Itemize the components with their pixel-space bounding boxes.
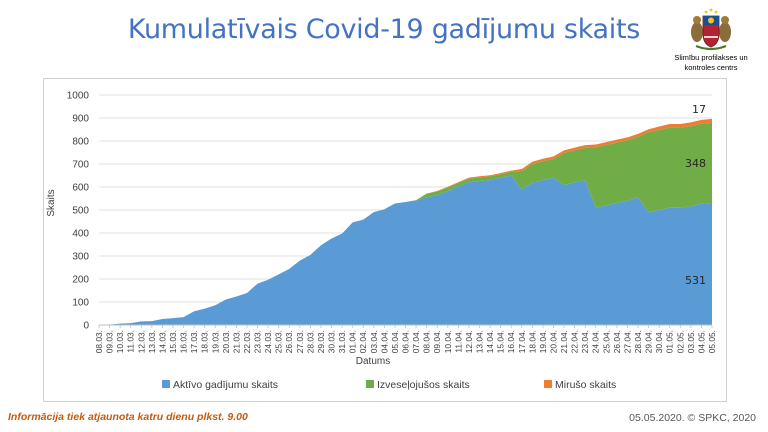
x-tick-label: 25.03. (274, 330, 284, 353)
x-tick-label: 05.05. (707, 330, 717, 353)
x-tick-label: 01.05. (665, 330, 675, 353)
x-tick-label: 14.04. (485, 330, 495, 353)
x-axis-label: Datums (356, 356, 390, 367)
y-tick-label: 100 (72, 298, 89, 309)
x-tick-label: 04.05. (696, 330, 706, 353)
legend-swatch (366, 380, 374, 388)
legend-label: Izveseļojušos skaits (377, 379, 470, 391)
x-tick-label: 30.04. (654, 330, 664, 353)
x-tick-label: 24.04. (591, 330, 601, 353)
x-tick-label: 16.03. (179, 330, 189, 353)
x-tick-label: 19.04. (538, 330, 548, 353)
x-tick-label: 10.04. (443, 330, 453, 353)
x-tick-label: 29.03. (316, 330, 326, 353)
update-note: Informācija tiek atjaunota katru dienu p… (8, 411, 248, 423)
x-tick-label: 09.04. (432, 330, 442, 353)
x-tick-label: 19.03. (210, 330, 220, 353)
x-tick-label: 09.03. (105, 330, 115, 353)
data-label: 531 (685, 274, 706, 287)
y-tick-label: 1000 (67, 91, 90, 102)
x-tick-label: 17.04. (517, 330, 527, 353)
y-tick-label: 0 (83, 321, 89, 332)
x-tick-label: 23.04. (580, 330, 590, 353)
x-tick-label: 22.04. (570, 330, 580, 353)
x-tick-label: 26.03. (284, 330, 294, 353)
x-tick-label: 13.04. (474, 330, 484, 353)
x-tick-label: 23.03. (253, 330, 263, 353)
x-tick-label: 29.04. (644, 330, 654, 353)
page-title: Kumulatīvais Covid-19 gadījumu skaits (127, 14, 641, 45)
x-tick-label: 04.04. (379, 330, 389, 353)
x-tick-label: 18.04. (527, 330, 537, 353)
x-tick-label: 03.05. (686, 330, 696, 353)
x-tick-label: 12.04. (464, 330, 474, 353)
credit-text: 05.05.2020. © SPKC, 2020 (629, 412, 756, 424)
legend-label: Aktīvo gadījumu skaits (173, 379, 278, 391)
x-tick-label: 21.03. (231, 330, 241, 353)
y-tick-label: 800 (72, 137, 89, 148)
y-tick-label: 500 (72, 206, 89, 217)
x-tick-label: 25.04. (601, 330, 611, 353)
data-label: 17 (692, 103, 706, 116)
legend-item: Izveseļojušos skaits (366, 379, 470, 391)
x-tick-label: 22.03. (242, 330, 252, 353)
x-tick-label: 21.04. (559, 330, 569, 353)
y-tick-label: 400 (72, 229, 89, 240)
y-tick-label: 700 (72, 160, 89, 171)
x-tick-label: 07.04. (411, 330, 421, 353)
x-tick-label: 06.04. (401, 330, 411, 353)
legend-swatch (544, 380, 552, 388)
x-tick-label: 15.04. (496, 330, 506, 353)
x-tick-label: 16.04. (506, 330, 516, 353)
y-tick-label: 200 (72, 275, 89, 286)
x-tick-label: 13.03. (147, 330, 157, 353)
x-tick-label: 12.03. (136, 330, 146, 353)
y-axis-label: Skaits (46, 189, 57, 216)
y-tick-label: 900 (72, 114, 89, 125)
legend-swatch (162, 380, 170, 388)
x-tick-label: 20.04. (548, 330, 558, 353)
coat-of-arms-icon (691, 8, 731, 51)
x-tick-label: 10.03. (115, 330, 125, 353)
x-tick-label: 11.04. (453, 330, 463, 353)
legend-item: Aktīvo gadījumu skaits (162, 379, 278, 391)
chart-frame: 0 100 200 300 400 500 600 700 800 900 1000 08.03. 0… (43, 78, 727, 402)
x-tick-label: 27.04. (622, 330, 632, 353)
x-tick-label: 18.03. (200, 330, 210, 353)
x-tick-label: 30.03. (327, 330, 337, 353)
data-label: 348 (685, 157, 706, 170)
x-tick-label: 17.03. (189, 330, 199, 353)
y-tick-label: 300 (72, 252, 89, 263)
legend-label: Mirušo skaits (555, 379, 616, 391)
x-tick-label: 28.04. (633, 330, 643, 353)
x-tick-label: 02.04. (358, 330, 368, 353)
x-tick-label: 11.03. (126, 330, 136, 353)
legend-item: Mirušo skaits (544, 379, 616, 391)
x-tick-label: 31.03. (337, 330, 347, 353)
x-tick-label: 03.04. (369, 330, 379, 353)
x-tick-label: 27.03. (295, 330, 305, 353)
x-tick-label: 05.04. (390, 330, 400, 353)
logo-line-1: Slimību profilakses un (674, 53, 748, 62)
x-tick-label: 20.03. (221, 330, 231, 353)
logo-line-2: kontroles centrs (684, 63, 738, 72)
x-tick-label: 01.04. (348, 330, 358, 353)
x-tick-label: 26.04. (612, 330, 622, 353)
x-tick-label: 08.03. (94, 330, 104, 353)
area-recovered (99, 122, 712, 325)
x-tick-label: 08.04. (422, 330, 432, 353)
x-tick-label: 28.03. (305, 330, 315, 353)
x-tick-label: 14.03. (157, 330, 167, 353)
x-tick-label: 02.05. (675, 330, 685, 353)
x-tick-label: 15.03. (168, 330, 178, 353)
x-tick-label: 24.03. (263, 330, 273, 353)
y-tick-label: 600 (72, 183, 89, 194)
logo: Slimību profilakses un kontroles centrs (668, 6, 754, 72)
area-active (99, 175, 712, 325)
